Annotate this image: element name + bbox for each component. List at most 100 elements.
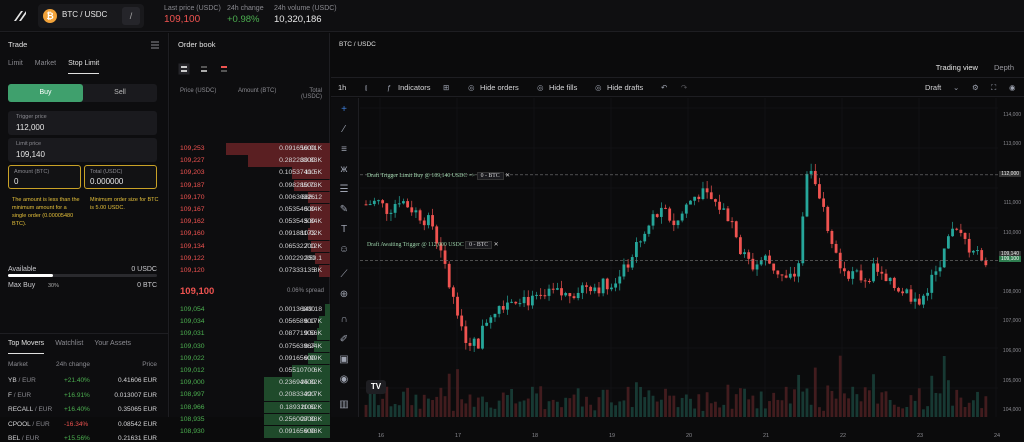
mover-row[interactable]: CPOOL / EUR-16.34%0.08542 EUR	[8, 421, 157, 428]
volume-bar	[947, 380, 950, 417]
lock-icon[interactable]: ▣	[337, 353, 351, 367]
asks-only-icon[interactable]	[218, 63, 230, 75]
eye-icon[interactable]: ◉	[337, 373, 351, 387]
time-tick: 19	[609, 433, 615, 439]
gear-icon[interactable]: ⚙	[972, 83, 979, 92]
mover-row[interactable]: YB / EUR+21.40%0.41606 EUR	[8, 377, 157, 384]
tab-your-assets[interactable]: Your Assets	[94, 340, 131, 347]
redo-icon[interactable]: ↷	[681, 83, 687, 92]
candle	[606, 279, 609, 290]
settings-icon[interactable]	[150, 40, 160, 50]
indicators-button[interactable]: Indicators	[398, 83, 431, 92]
total-field[interactable]: Total (USDC)0.000000	[84, 165, 157, 189]
sell-button[interactable]: Sell	[83, 84, 157, 102]
fullscreen-icon[interactable]: ⛶	[991, 83, 996, 93]
tab-watchlist[interactable]: Watchlist	[55, 340, 83, 347]
candle	[697, 197, 700, 199]
candle-type-icon[interactable]: ⫾	[365, 83, 367, 93]
candle	[722, 208, 725, 209]
trash-icon[interactable]: ▥	[337, 398, 351, 412]
chevron-down-icon[interactable]: ⌄	[953, 83, 959, 92]
volume-bar	[885, 391, 888, 417]
mover-row[interactable]: F / EUR+16.91%0.013007 EUR	[8, 392, 157, 399]
hide-orders-button[interactable]: Hide orders	[480, 83, 519, 92]
parallel-lines-icon[interactable]: ≡	[337, 143, 351, 157]
mover-change: +21.40%	[64, 377, 90, 384]
candle	[905, 289, 908, 293]
hide-drafts-button[interactable]: Hide drafts	[607, 83, 643, 92]
buy-button[interactable]: Buy	[8, 84, 83, 102]
trading-view-tab[interactable]: Trading view	[936, 63, 978, 72]
interval-button[interactable]: 1h	[338, 83, 346, 92]
candle	[693, 197, 696, 201]
pitchfork-icon[interactable]: ж	[337, 163, 351, 177]
ruler-icon[interactable]: ⟋	[337, 268, 351, 282]
order-total: 10.02K	[300, 230, 322, 237]
crosshair-icon[interactable]: +	[337, 103, 351, 117]
volume-bar	[639, 387, 642, 417]
emoji-icon[interactable]: ☺	[337, 243, 351, 257]
volume-bar	[435, 397, 438, 417]
volume-bar	[402, 392, 405, 417]
camera-icon[interactable]: ◉	[1009, 83, 1016, 92]
volume-bar	[872, 374, 875, 417]
mover-row[interactable]: RECALL / EUR+16.40%0.35065 EUR	[8, 406, 157, 413]
both-sides-icon[interactable]	[178, 63, 190, 75]
lock-draw-icon[interactable]: ✐	[337, 333, 351, 347]
tab-limit[interactable]: Limit	[8, 60, 23, 67]
tab-market[interactable]: Market	[35, 60, 56, 67]
depth-tab[interactable]: Depth	[994, 63, 1014, 72]
pair-selector[interactable]: ₿ BTC / USDC /	[38, 4, 144, 28]
trend-line-icon[interactable]: ⁄	[337, 123, 351, 137]
candle	[972, 251, 975, 253]
brush-icon[interactable]: ✎	[337, 203, 351, 217]
chart-tab[interactable]: BTC / USDC	[339, 41, 376, 48]
favorite-icon[interactable]: /	[122, 7, 140, 25]
bids-only-icon[interactable]	[198, 63, 210, 75]
mover-row[interactable]: BEL / EUR+15.56%0.21631 EUR	[8, 435, 157, 442]
indicators-icon[interactable]: ƒ	[387, 83, 391, 92]
tab-stop-limit[interactable]: Stop Limit	[68, 60, 99, 74]
candlestick-chart[interactable]	[360, 98, 1024, 417]
candle	[469, 343, 472, 346]
text-icon[interactable]: T	[337, 223, 351, 237]
volume-bar	[406, 388, 409, 417]
amount-slider[interactable]	[8, 274, 157, 277]
magnet-icon[interactable]: ∩	[337, 313, 351, 327]
candle	[947, 236, 950, 248]
zoom-icon[interactable]: ⊕	[337, 288, 351, 302]
volume-bar	[431, 400, 434, 417]
hide-fills-button[interactable]: Hide fills	[549, 83, 577, 92]
layout-grid-icon[interactable]: ⊞	[443, 83, 449, 92]
amount-field[interactable]: Amount (BTC)0	[8, 165, 81, 189]
candle	[918, 299, 921, 305]
tab-top-movers[interactable]: Top Movers	[8, 340, 44, 354]
fib-icon[interactable]: ☰	[337, 183, 351, 197]
undo-icon[interactable]: ↶	[661, 83, 667, 92]
draft-select[interactable]: Draft	[925, 83, 941, 92]
